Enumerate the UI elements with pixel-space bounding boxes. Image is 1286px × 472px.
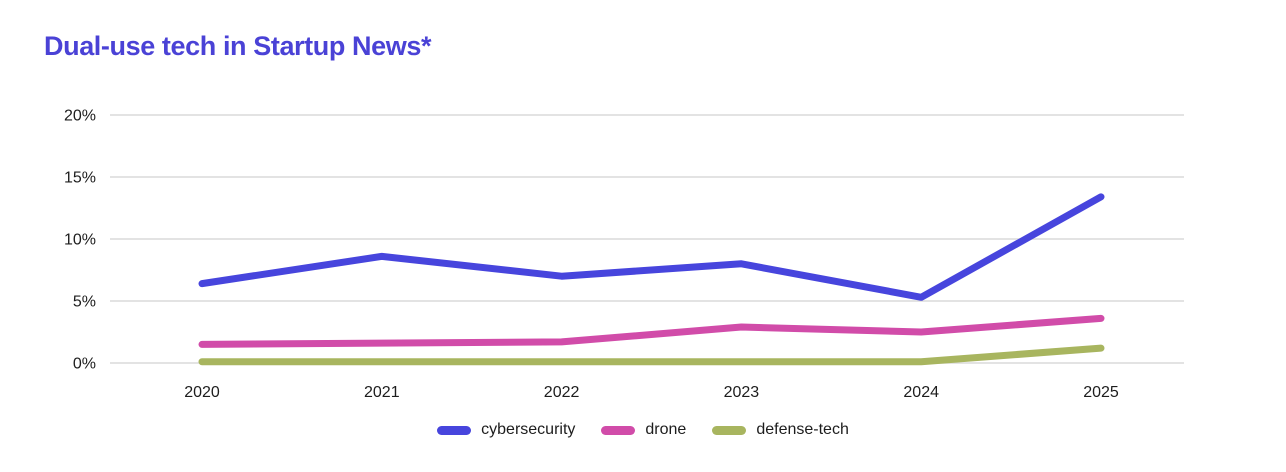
- x-tick-label-2023: 2023: [724, 384, 760, 401]
- chart-legend: cybersecurity drone defense-tech: [0, 418, 1286, 442]
- y-tick-label-15%: 15%: [64, 170, 96, 187]
- y-tick-label-20%: 20%: [64, 108, 96, 125]
- legend-label: drone: [645, 421, 687, 438]
- x-tick-label-2022: 2022: [544, 384, 580, 401]
- y-tick-label-10%: 10%: [64, 232, 96, 249]
- legend-label: defense-tech: [756, 421, 849, 438]
- series-line-drone: [198, 314, 1105, 348]
- legend-swatch-defense-tech: [712, 425, 747, 435]
- chart-title: Dual-use tech in Startup News*: [44, 31, 432, 61]
- x-tick-label-2025: 2025: [1083, 384, 1119, 401]
- legend-label: cybersecurity: [481, 421, 576, 438]
- x-tick-label-2020: 2020: [184, 384, 220, 401]
- x-tick-label-2024: 2024: [903, 384, 939, 401]
- series-line-defense-tech: [198, 344, 1105, 366]
- legend-swatch-drone: [601, 425, 636, 435]
- x-tick-label-2021: 2021: [364, 384, 400, 401]
- y-tick-label-5%: 5%: [73, 294, 96, 311]
- legend-swatch-cybersecurity: [437, 425, 472, 435]
- y-tick-label-0%: 0%: [73, 356, 96, 373]
- legend-item-drone: drone: [601, 421, 686, 439]
- legend-item-defense-tech: defense-tech: [712, 421, 849, 439]
- legend-item-cybersecurity: cybersecurity: [437, 421, 575, 439]
- series-line-cybersecurity: [198, 193, 1105, 301]
